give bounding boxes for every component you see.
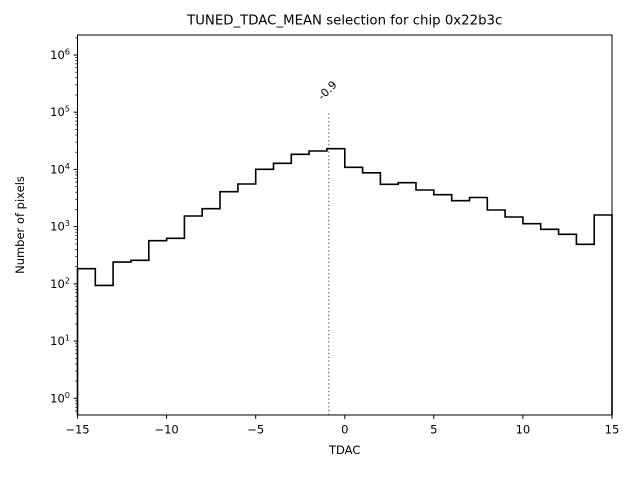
x-axis-label: TDAC	[328, 443, 360, 457]
chart-title: TUNED_TDAC_MEAN selection for chip 0x22b…	[186, 14, 502, 29]
x-axis-ticks: −15 −10 −5 0 5 10 15	[65, 415, 619, 437]
x-tick-label: 5	[430, 423, 437, 437]
y-axis-ticks: 100 101 102 103 104 105 106	[50, 47, 78, 406]
x-tick-label: −5	[247, 423, 264, 437]
threshold-label: -0.9	[315, 78, 339, 102]
x-tick-label: −10	[154, 423, 178, 437]
x-tick-label: 0	[341, 423, 348, 437]
y-tick-label: 101	[50, 333, 70, 349]
histogram-line	[76, 147, 613, 415]
plot-frame	[77, 34, 613, 416]
y-tick-label: 100	[50, 390, 70, 406]
y-tick-label: 102	[50, 275, 70, 291]
x-tick-label: 10	[516, 423, 531, 437]
y-tick-label: 105	[50, 104, 70, 120]
y-axis-label: Number of pixels	[13, 176, 27, 274]
y-tick-label: 104	[50, 161, 70, 177]
y-tick-label: 103	[50, 218, 70, 234]
x-tick-label: 15	[605, 423, 620, 437]
x-tick-label: −15	[65, 423, 89, 437]
y-tick-label: 106	[50, 47, 70, 63]
